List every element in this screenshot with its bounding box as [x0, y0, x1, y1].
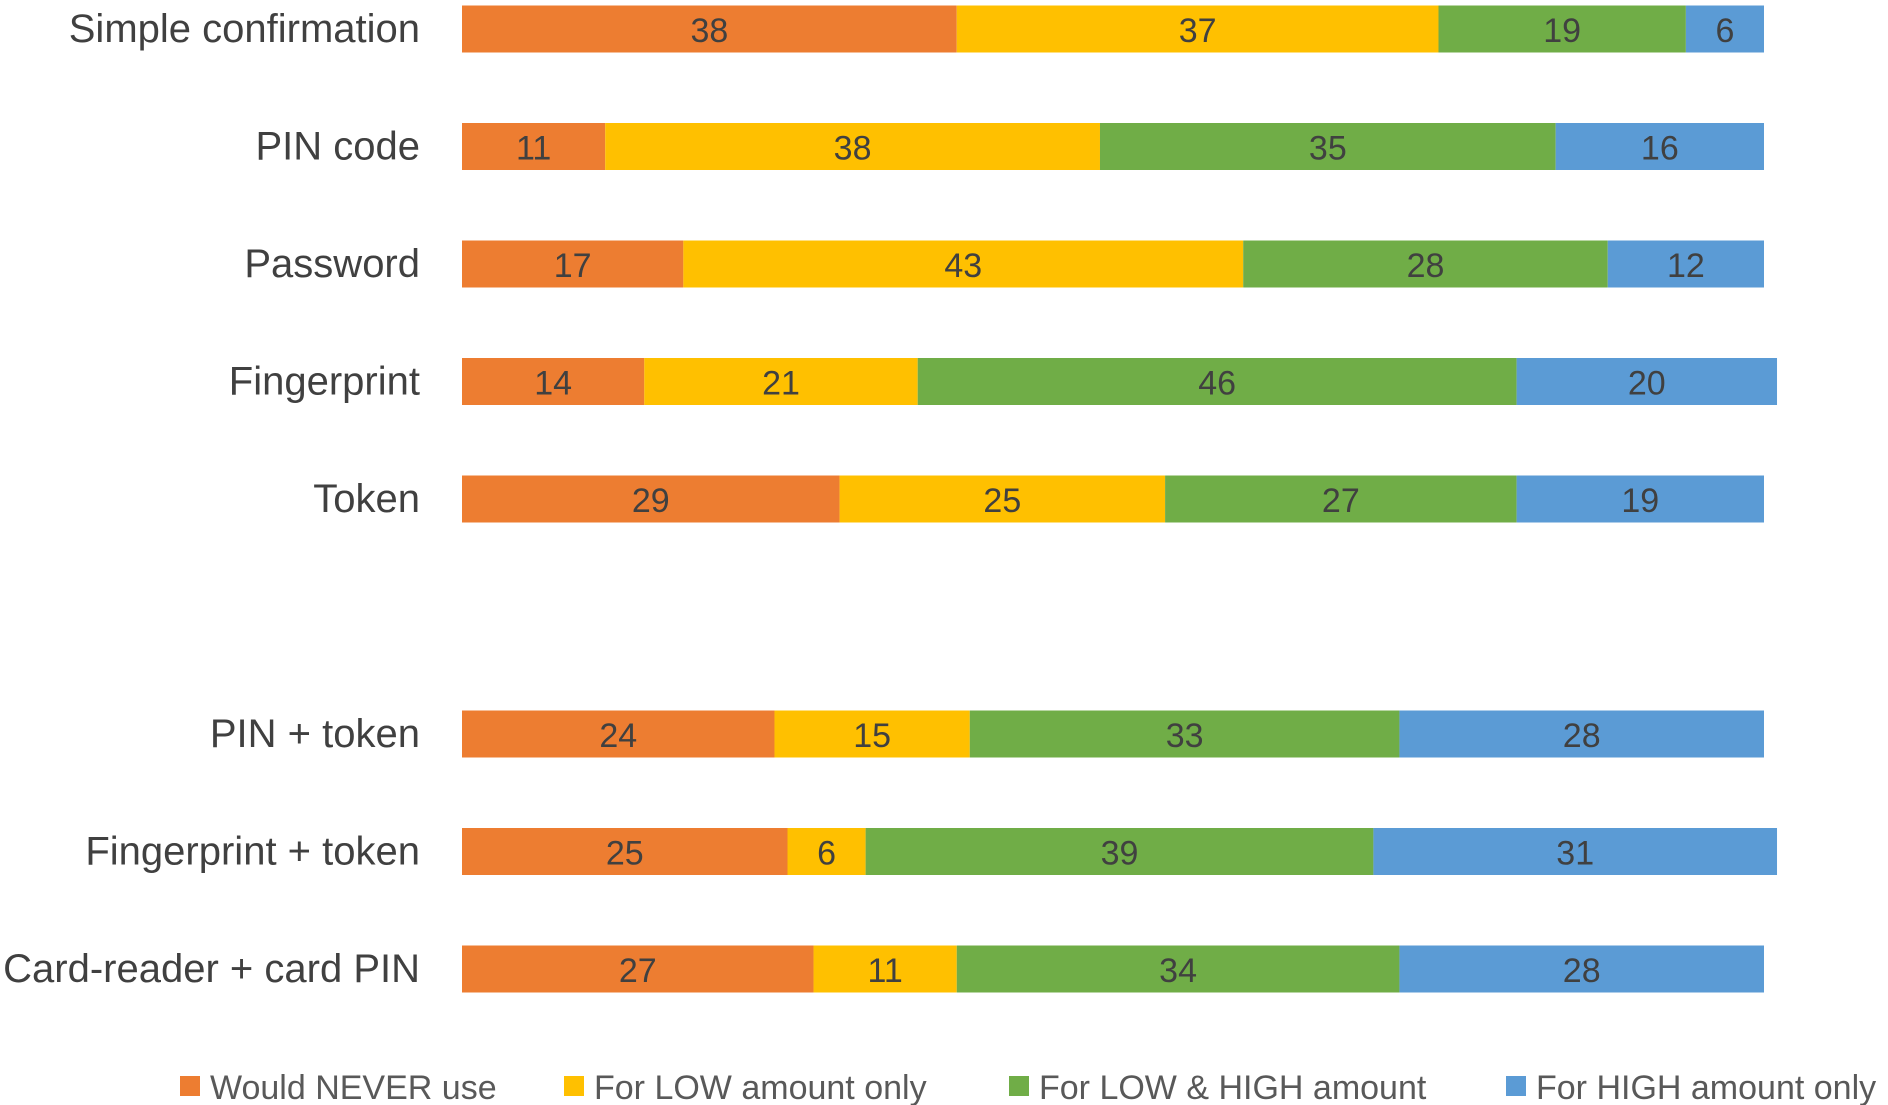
- data-label-fingerprint-token-for-low-high-amount: 39: [1101, 835, 1139, 873]
- data-label-fingerprint-token-for-low-amount-only: 6: [817, 835, 836, 873]
- data-label-pin-token-would-never-use: 24: [599, 717, 637, 755]
- data-label-pin-token-for-high-amount-only: 28: [1563, 717, 1601, 755]
- data-label-simple-confirmation-for-high-amount-only: 6: [1715, 12, 1734, 50]
- bar-segment-fingerprint-would-never-use: [462, 358, 645, 405]
- data-label-token-for-high-amount-only: 19: [1621, 482, 1659, 520]
- data-label-fingerprint-for-high-amount-only: 20: [1628, 365, 1666, 403]
- data-label-simple-confirmation-would-never-use: 38: [690, 12, 728, 50]
- bar-segment-token-for-high-amount-only: [1516, 475, 1764, 523]
- data-label-pin-code-for-low-high-amount: 35: [1309, 130, 1347, 168]
- bar-segment-pin-code-for-high-amount-only: [1555, 123, 1764, 170]
- bar-segment-pin-token-for-low-amount-only: [774, 710, 970, 758]
- bar-segment-pin-code-would-never-use: [462, 123, 606, 170]
- bar-segment-pin-token-for-high-amount-only: [1399, 710, 1764, 758]
- bar-segment-simple-confirmation-for-high-amount-only: [1685, 5, 1764, 53]
- legend-swatch-for-high-amount-only: [1506, 1076, 1526, 1096]
- data-label-password-for-low-amount-only: 43: [944, 247, 982, 285]
- bar-segment-fingerprint-for-low-amount-only: [644, 358, 918, 405]
- legend-swatch-for-low-amount-only: [564, 1076, 584, 1096]
- data-label-pin-code-for-low-amount-only: 38: [834, 130, 872, 168]
- bar-segment-simple-confirmation-for-low-high-amount: [1438, 5, 1686, 53]
- legend-swatch-would-never-use: [180, 1076, 200, 1096]
- data-label-pin-token-for-low-high-amount: 33: [1166, 717, 1204, 755]
- category-labels: Simple confirmation PIN code Password Finge…: [3, 7, 420, 991]
- bar-segment-fingerprint-token-for-low-high-amount: [865, 828, 1374, 875]
- bar-segment-password-for-low-amount-only: [683, 240, 1244, 288]
- legend-label-for-low-high-amount: For LOW & HIGH amount: [1039, 1069, 1427, 1105]
- data-label-pin-code-would-never-use: 11: [516, 130, 551, 168]
- bar-segment-pin-code-for-low-amount-only: [605, 123, 1100, 170]
- bar-segment-fingerprint-token-for-low-amount-only: [787, 828, 866, 875]
- bar-segment-token-for-low-high-amount: [1165, 475, 1517, 523]
- legend-label-would-never-use: Would NEVER use: [210, 1069, 497, 1105]
- data-label-fingerprint-token-for-high-amount-only: 31: [1556, 835, 1594, 873]
- category-label-fingerprint-token: Fingerprint + token: [85, 830, 420, 874]
- bar-segment-card-reader-card-pin-for-high-amount-only: [1399, 945, 1764, 993]
- data-label-card-reader-card-pin-would-never-use: 27: [619, 952, 657, 990]
- data-label-simple-confirmation-for-low-amount-only: 37: [1179, 12, 1217, 50]
- bar-segment-card-reader-card-pin-for-low-high-amount: [956, 945, 1400, 993]
- data-label-card-reader-card-pin-for-low-high-amount: 34: [1159, 952, 1197, 990]
- category-label-pin-token: PIN + token: [210, 712, 420, 756]
- data-label-card-reader-card-pin-for-low-amount-only: 11: [868, 952, 903, 990]
- data-label-token-for-low-high-amount: 27: [1322, 482, 1360, 520]
- data-label-simple-confirmation-for-low-high-amount: 19: [1543, 12, 1581, 50]
- data-label-pin-code-for-high-amount-only: 16: [1641, 130, 1679, 168]
- bar-segment-fingerprint-for-high-amount-only: [1516, 358, 1778, 405]
- bar-segment-password-for-high-amount-only: [1607, 240, 1764, 288]
- bar-segment-pin-code-for-low-high-amount: [1099, 123, 1556, 170]
- category-label-token: Token: [313, 477, 420, 521]
- legend-label-for-low-amount-only: For LOW amount only: [594, 1069, 927, 1105]
- data-label-password-for-low-high-amount: 28: [1407, 247, 1445, 285]
- data-label-token-would-never-use: 29: [632, 482, 670, 520]
- data-label-fingerprint-for-low-high-amount: 46: [1198, 365, 1236, 403]
- data-label-password-for-high-amount-only: 12: [1667, 247, 1705, 285]
- bar-segment-fingerprint-token-would-never-use: [462, 828, 788, 875]
- bar-segment-pin-token-for-low-high-amount: [969, 710, 1400, 758]
- category-label-pin-code: PIN code: [255, 125, 420, 169]
- bar-segment-password-would-never-use: [462, 240, 684, 288]
- data-label-fingerprint-token-would-never-use: 25: [606, 835, 644, 873]
- data-label-password-would-never-use: 17: [554, 247, 592, 285]
- data-label-token-for-low-amount-only: 25: [983, 482, 1021, 520]
- data-label-fingerprint-for-low-amount-only: 21: [762, 365, 800, 403]
- bar-segment-card-reader-card-pin-would-never-use: [462, 945, 814, 993]
- category-label-simple-confirmation: Simple confirmation: [69, 7, 420, 51]
- bar-segment-fingerprint-token-for-high-amount-only: [1373, 828, 1778, 875]
- bar-segment-password-for-low-high-amount: [1243, 240, 1608, 288]
- bars-group: 38 37 19 6 11 38 35 16 17 43 28 12 14 21 46 20 29 25 27 19 2…: [462, 5, 1778, 993]
- data-label-card-reader-card-pin-for-high-amount-only: 28: [1563, 952, 1601, 990]
- data-label-pin-token-for-low-amount-only: 15: [853, 717, 891, 755]
- bar-segment-token-for-low-amount-only: [839, 475, 1166, 523]
- bar-segment-simple-confirmation-would-never-use: [462, 5, 957, 53]
- bar-segment-card-reader-card-pin-for-low-amount-only: [813, 945, 957, 993]
- legend: Would NEVER use For LOW amount only For LO…: [180, 1069, 1876, 1105]
- category-label-password: Password: [244, 242, 420, 286]
- bar-segment-fingerprint-for-low-high-amount: [917, 358, 1517, 405]
- bar-segment-pin-token-would-never-use: [462, 710, 775, 758]
- legend-swatch-for-low-high-amount: [1009, 1076, 1029, 1096]
- bar-segment-token-would-never-use: [462, 475, 840, 523]
- legend-label-for-high-amount-only: For HIGH amount only: [1536, 1069, 1876, 1105]
- bar-segment-simple-confirmation-for-low-amount-only: [956, 5, 1439, 53]
- category-label-card-reader-card-pin: Card-reader + card PIN: [3, 947, 420, 991]
- data-label-fingerprint-would-never-use: 14: [534, 365, 572, 403]
- category-label-fingerprint: Fingerprint: [229, 360, 420, 404]
